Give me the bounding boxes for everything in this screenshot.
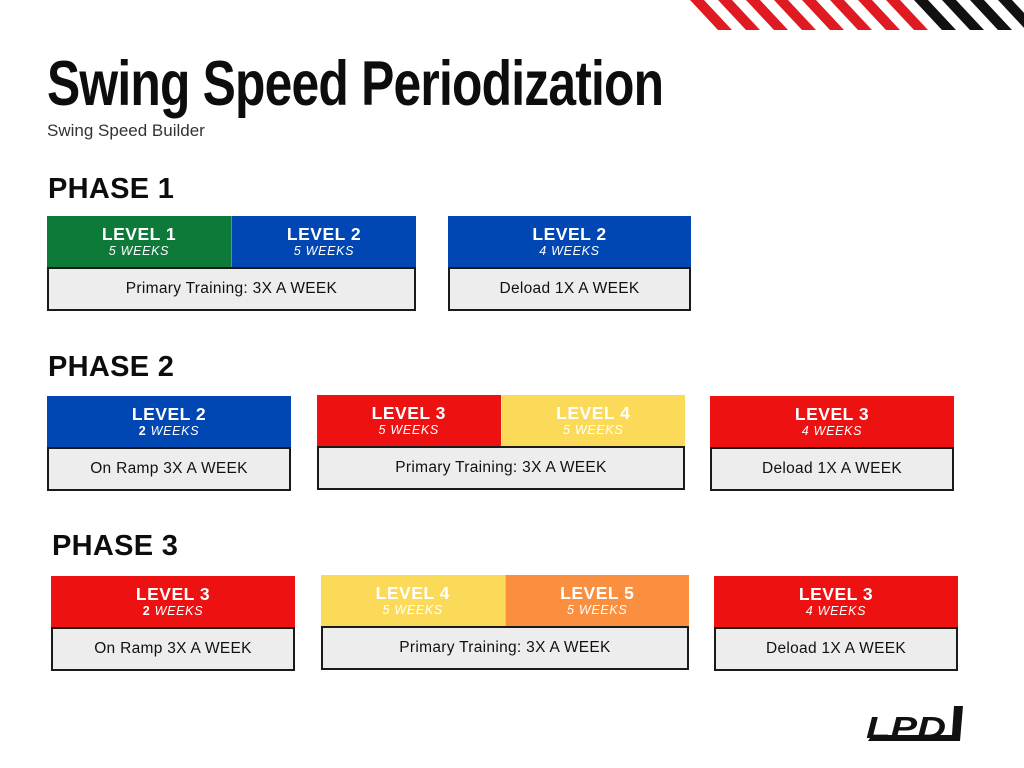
level-bar: LEVEL 3 4 WEEKS (710, 396, 954, 447)
level-badge: LEVEL 3 2 WEEKS (51, 576, 295, 627)
level-badge: LEVEL 4 5 WEEKS (500, 395, 685, 446)
stripe (886, 0, 928, 30)
phase-2-deload-block: LEVEL 3 4 WEEKS Deload 1X A WEEK (710, 396, 954, 491)
level-weeks: 4 WEEKS (801, 424, 863, 438)
level-bar: LEVEL 3 5 WEEKS LEVEL 4 5 WEEKS (317, 395, 685, 446)
stripe (746, 0, 788, 30)
level-weeks: 5 WEEKS (567, 603, 628, 617)
schedule-box: On Ramp 3X A WEEK (51, 627, 295, 671)
stripe (690, 0, 732, 30)
level-name: LEVEL 4 (556, 402, 631, 423)
stripe (998, 0, 1024, 28)
schedule-box: Deload 1X A WEEK (710, 447, 954, 491)
svg-text:LPD: LPD (866, 710, 946, 743)
stripe (802, 0, 844, 30)
level-weeks: 5 WEEKS (293, 244, 355, 258)
level-bar: LEVEL 3 4 WEEKS (714, 576, 958, 627)
stripe (858, 0, 900, 30)
level-name: LEVEL 2 (532, 223, 607, 244)
level-name: LEVEL 4 (375, 582, 450, 603)
level-name: LEVEL 5 (560, 582, 635, 603)
phase-3-deload-block: LEVEL 3 4 WEEKS Deload 1X A WEEK (714, 576, 958, 671)
level-weeks: 5 WEEKS (108, 244, 170, 258)
phase-3-onramp-block: LEVEL 3 2 WEEKS On Ramp 3X A WEEK (51, 576, 295, 671)
level-badge: LEVEL 4 5 WEEKS (321, 575, 505, 626)
schedule-box: Primary Training: 3X A WEEK (317, 446, 685, 490)
phase-2-label: PHASE 2 (48, 351, 175, 383)
phase-1-label: PHASE 1 (48, 173, 175, 205)
phase-2-primary-block: LEVEL 3 5 WEEKS LEVEL 4 5 WEEKS Primary … (317, 395, 685, 490)
level-badge: LEVEL 2 5 WEEKS (231, 216, 416, 267)
decorative-stripes (690, 0, 1024, 30)
lpd-logo-icon: LPD (866, 706, 963, 743)
level-name: LEVEL 1 (101, 223, 177, 244)
schedule-box: Deload 1X A WEEK (714, 627, 958, 671)
stripe (942, 0, 984, 30)
page-subtitle: Swing Speed Builder (47, 121, 205, 140)
phase-1-deload-block: LEVEL 2 4 WEEKS Deload 1X A WEEK (448, 216, 691, 311)
level-name: LEVEL 3 (371, 402, 446, 423)
level-weeks: 5 WEEKS (378, 423, 439, 437)
stripe (970, 0, 1012, 30)
level-weeks: 2 WEEKS (138, 424, 200, 438)
level-badge: LEVEL 2 2 WEEKS (47, 396, 291, 447)
level-weeks: 4 WEEKS (805, 604, 867, 618)
page-title: Swing Speed Periodization (47, 49, 664, 119)
level-name: LEVEL 3 (794, 403, 870, 424)
level-badge: LEVEL 5 5 WEEKS (504, 575, 689, 626)
phase-3-label: PHASE 3 (52, 530, 179, 562)
level-weeks: 4 WEEKS (539, 244, 600, 258)
schedule-box: On Ramp 3X A WEEK (47, 447, 291, 491)
level-weeks: 5 WEEKS (382, 603, 443, 617)
level-name: LEVEL 3 (135, 583, 211, 604)
level-badge: LEVEL 2 4 WEEKS (448, 216, 691, 267)
stripe (830, 0, 872, 30)
stripe (718, 0, 760, 30)
level-badge: LEVEL 3 5 WEEKS (317, 395, 501, 446)
phase-2-onramp-block: LEVEL 2 2 WEEKS On Ramp 3X A WEEK (47, 396, 291, 491)
phase-3-primary-block: LEVEL 4 5 WEEKS LEVEL 5 5 WEEKS Primary … (321, 575, 689, 670)
level-badge: LEVEL 1 5 WEEKS (47, 216, 231, 267)
level-bar: LEVEL 2 4 WEEKS (448, 216, 691, 267)
level-weeks: 2 WEEKS (142, 604, 204, 618)
level-bar: LEVEL 3 2 WEEKS (51, 576, 295, 627)
level-bar: LEVEL 1 5 WEEKS LEVEL 2 5 WEEKS (47, 216, 416, 267)
level-bar: LEVEL 2 2 WEEKS (47, 396, 291, 447)
level-badge: LEVEL 3 4 WEEKS (710, 396, 954, 447)
stripe (914, 0, 956, 30)
schedule-box: Deload 1X A WEEK (448, 267, 691, 311)
level-name: LEVEL 2 (286, 223, 362, 244)
schedule-box: Primary Training: 3X A WEEK (321, 626, 689, 670)
level-weeks: 5 WEEKS (563, 423, 624, 437)
level-badge: LEVEL 3 4 WEEKS (714, 576, 958, 627)
stripe (774, 0, 816, 30)
phase-1-primary-block: LEVEL 1 5 WEEKS LEVEL 2 5 WEEKS Primary … (47, 216, 416, 311)
schedule-box: Primary Training: 3X A WEEK (47, 267, 416, 311)
level-bar: LEVEL 4 5 WEEKS LEVEL 5 5 WEEKS (321, 575, 689, 626)
level-name: LEVEL 2 (131, 403, 207, 424)
level-name: LEVEL 3 (798, 583, 874, 604)
